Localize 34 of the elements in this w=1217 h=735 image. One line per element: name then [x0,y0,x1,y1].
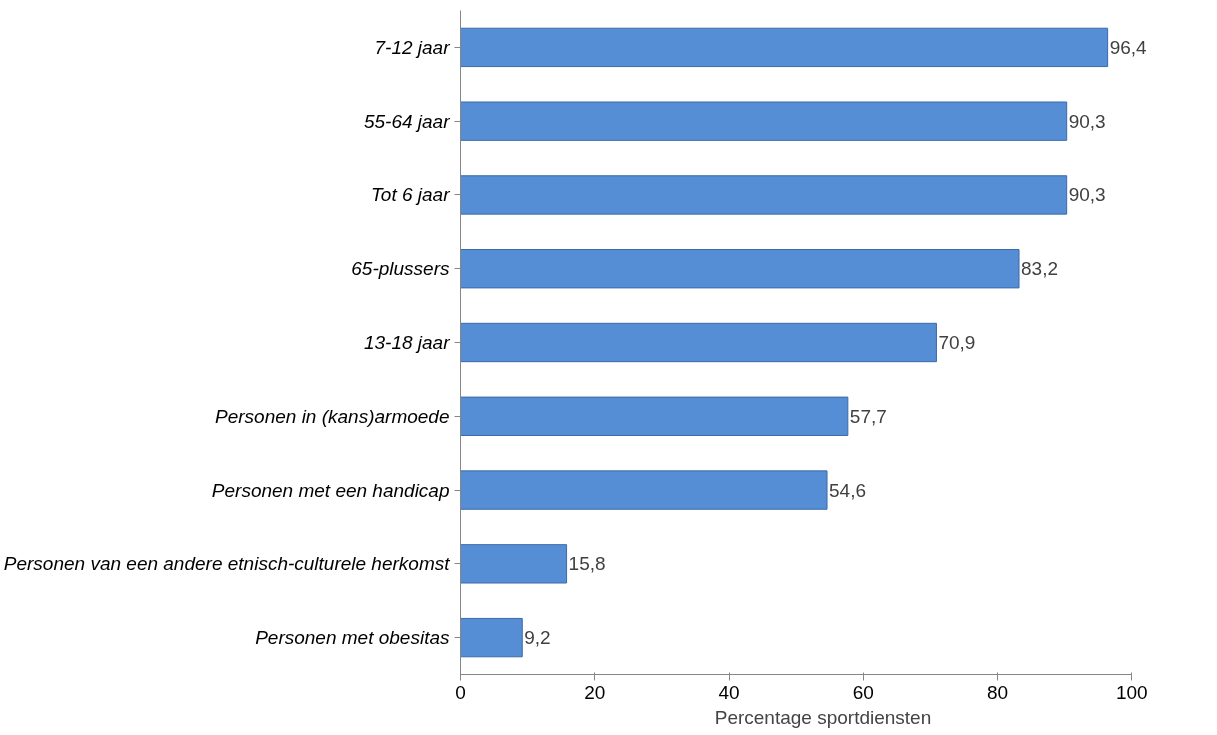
x-axis-title: Percentage sportdiensten [714,706,932,728]
data-label: 57,7 [849,405,887,427]
x-tick-label: 60 [852,681,874,703]
y-tick-label: 7-12 jaar [374,36,451,58]
y-tick-label: 65-plussers [351,258,450,280]
data-label: 54,6 [829,479,867,501]
data-label: 9,2 [524,627,551,649]
bar [460,27,1109,68]
x-tick-label: 40 [718,681,740,703]
x-tick-label: 100 [1115,681,1148,703]
y-tick-label: 55-64 jaar [363,110,451,132]
y-tick-label: Personen van een andere etnisch-culturele herkomst [3,553,451,575]
y-tick-label: Personen met een handicap [211,479,450,501]
y-tick-label: Personen met obesitas [255,627,450,649]
bar [460,617,523,658]
bar [460,322,937,363]
bar [460,175,1068,215]
x-tick-label: 20 [584,681,606,703]
bar [460,470,828,510]
y-tick-label: Tot 6 jaar [370,184,451,206]
data-label: 90,3 [1068,184,1106,206]
x-tick-label: 80 [986,681,1009,703]
y-tick-label: 13-18 jaar [363,332,451,353]
data-label: 96,4 [1109,36,1148,58]
data-label: 70,9 [938,332,976,353]
data-label: 90,3 [1068,110,1106,132]
data-label: 83,2 [1021,258,1058,280]
bar [460,101,1068,141]
data-label: 15,8 [568,553,606,575]
bar [460,396,849,436]
x-tick-label: 0 [455,681,466,703]
y-tick-label: Personen in (kans)armoede [215,405,450,427]
bar [460,544,568,584]
bar [460,249,1020,289]
